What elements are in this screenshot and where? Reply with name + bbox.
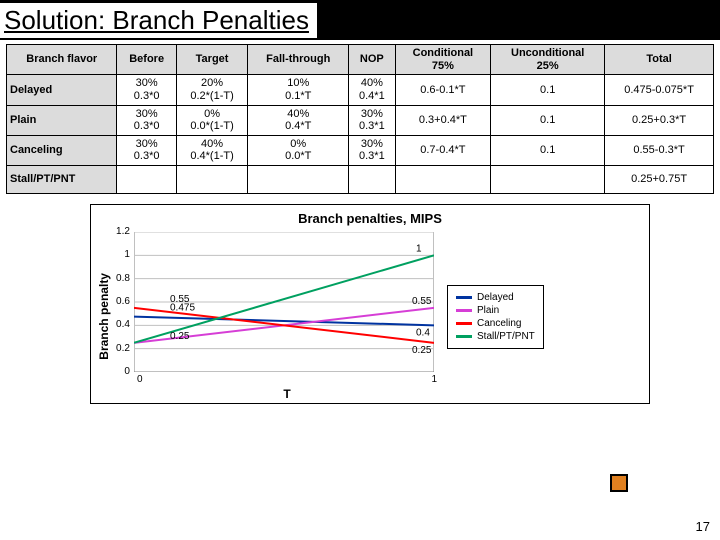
legend-label: Plain <box>477 305 499 316</box>
col-header: Total <box>605 45 714 75</box>
svg-text:0.25: 0.25 <box>170 331 190 342</box>
page-title: Solution: Branch Penalties <box>0 3 317 38</box>
table-cell: 0.25+0.75T <box>605 166 714 194</box>
table-cell <box>395 166 491 194</box>
x-tick-label: 0 <box>137 374 143 385</box>
svg-text:0.55: 0.55 <box>412 296 432 307</box>
col-header: Conditional75% <box>395 45 491 75</box>
x-axis-label: T <box>283 387 290 401</box>
y-ticks: 1.210.80.60.40.20 <box>116 232 134 372</box>
col-header: Target <box>176 45 247 75</box>
table-cell: 0.1 <box>491 75 605 105</box>
table-cell: 30%0.3*0 <box>117 135 176 165</box>
legend-swatch-icon <box>456 335 472 338</box>
table-cell <box>349 166 395 194</box>
table-cell: 0%0.0*(1-T) <box>176 105 247 135</box>
table-cell: 30%0.3*0 <box>117 75 176 105</box>
table-cell: 10%0.1*T <box>248 75 349 105</box>
svg-text:0.55: 0.55 <box>170 294 190 305</box>
legend-item: Stall/PT/PNT <box>456 331 535 342</box>
table-cell: 30%0.3*1 <box>349 105 395 135</box>
table-cell: 20%0.2*(1-T) <box>176 75 247 105</box>
legend-label: Stall/PT/PNT <box>477 331 535 342</box>
table-cell: 0.1 <box>491 135 605 165</box>
plot-area: 0.4750.550.2510.550.40.25 <box>134 232 434 372</box>
row-header: Plain <box>7 105 117 135</box>
table-cell: 0.475-0.075*T <box>605 75 714 105</box>
legend-label: Delayed <box>477 292 514 303</box>
col-header: Branch flavor <box>7 45 117 75</box>
orange-marker-icon <box>610 474 628 492</box>
table-cell: 0.7-0.4*T <box>395 135 491 165</box>
legend-swatch-icon <box>456 296 472 299</box>
penalty-table: Branch flavorBeforeTargetFall-throughNOP… <box>0 40 720 194</box>
table-cell: 0.6-0.1*T <box>395 75 491 105</box>
col-header: Before <box>117 45 176 75</box>
table-cell: 0.55-0.3*T <box>605 135 714 165</box>
row-header: Delayed <box>7 75 117 105</box>
table-cell <box>248 166 349 194</box>
col-header: NOP <box>349 45 395 75</box>
table-cell: 0%0.0*T <box>248 135 349 165</box>
table-cell: 40%0.4*1 <box>349 75 395 105</box>
title-bar: Solution: Branch Penalties <box>0 0 720 40</box>
svg-text:0.25: 0.25 <box>412 345 432 356</box>
table-cell: 0.3+0.4*T <box>395 105 491 135</box>
legend-item: Delayed <box>456 292 535 303</box>
chart-title: Branch penalties, MIPS <box>97 211 643 226</box>
row-header: Stall/PT/PNT <box>7 166 117 194</box>
row-header: Canceling <box>7 135 117 165</box>
table-cell: 0.1 <box>491 105 605 135</box>
legend-item: Plain <box>456 305 535 316</box>
legend-swatch-icon <box>456 309 472 312</box>
page-number: 17 <box>696 519 710 534</box>
x-ticks: 01 <box>137 372 437 385</box>
table-cell <box>176 166 247 194</box>
legend-swatch-icon <box>456 322 472 325</box>
branch-penalty-chart: Branch penalties, MIPS Branch penalty 1.… <box>90 204 650 404</box>
svg-text:0.4: 0.4 <box>416 327 430 338</box>
y-axis-label: Branch penalty <box>97 273 111 360</box>
table-cell: 40%0.4*T <box>248 105 349 135</box>
col-header: Fall-through <box>248 45 349 75</box>
table-cell: 0.25+0.3*T <box>605 105 714 135</box>
table-cell: 30%0.3*1 <box>349 135 395 165</box>
svg-text:1: 1 <box>416 243 422 254</box>
legend-item: Canceling <box>456 318 535 329</box>
table-cell <box>491 166 605 194</box>
x-tick-label: 1 <box>431 374 437 385</box>
table-cell: 40%0.4*(1-T) <box>176 135 247 165</box>
table-cell <box>117 166 176 194</box>
legend-label: Canceling <box>477 318 521 329</box>
table-cell: 30%0.3*0 <box>117 105 176 135</box>
legend: Delayed Plain Canceling Stall/PT/PNT <box>447 285 544 349</box>
col-header: Unconditional25% <box>491 45 605 75</box>
